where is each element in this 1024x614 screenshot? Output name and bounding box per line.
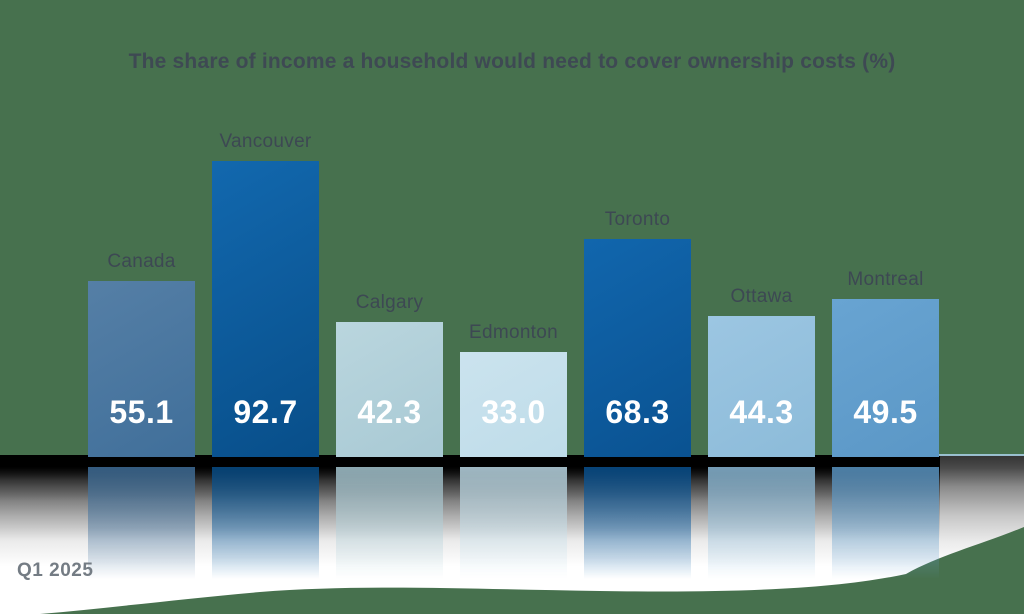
bar-toronto: 68.3	[584, 239, 691, 457]
bar-label-vancouver: Vancouver	[219, 131, 312, 152]
bar-label-ottawa: Ottawa	[730, 286, 793, 307]
bar-value-montreal: 49.5	[853, 394, 918, 430]
bar-value-calgary: 42.3	[357, 394, 422, 430]
bar-reflection-ottawa	[708, 467, 815, 579]
bar-label-canada: Canada	[107, 251, 176, 272]
bar-reflection-montreal	[832, 467, 939, 579]
bar-calgary: 42.3	[336, 322, 443, 457]
bar-label-toronto: Toronto	[604, 209, 671, 230]
chart-title: The share of income a household would ne…	[128, 50, 896, 73]
bar-reflection-edmonton	[460, 467, 567, 579]
bar-label-edmonton: Edmonton	[468, 322, 558, 343]
bar-value-canada: 55.1	[109, 394, 174, 430]
bar-ottawa: 44.3	[708, 316, 815, 457]
bar-value-vancouver: 92.7	[233, 394, 298, 430]
bar-vancouver: 92.7	[212, 161, 319, 457]
bar-canada: 55.1	[88, 281, 195, 457]
bar-reflection-canada	[88, 467, 195, 579]
horizon-line	[936, 454, 1024, 456]
period-label: Q1 2025	[17, 560, 94, 581]
bar-reflection-vancouver	[212, 467, 319, 579]
bar-edmonton: 33.0	[460, 352, 567, 457]
bar-value-toronto: 68.3	[605, 394, 670, 430]
bar-value-ottawa: 44.3	[729, 394, 794, 430]
bar-label-calgary: Calgary	[355, 292, 424, 313]
bar-value-edmonton: 33.0	[481, 394, 546, 430]
bar-label-montreal: Montreal	[847, 269, 924, 290]
bar-montreal: 49.5	[832, 299, 939, 457]
bar-reflection-calgary	[336, 467, 443, 579]
bar-reflection-toronto	[584, 467, 691, 579]
